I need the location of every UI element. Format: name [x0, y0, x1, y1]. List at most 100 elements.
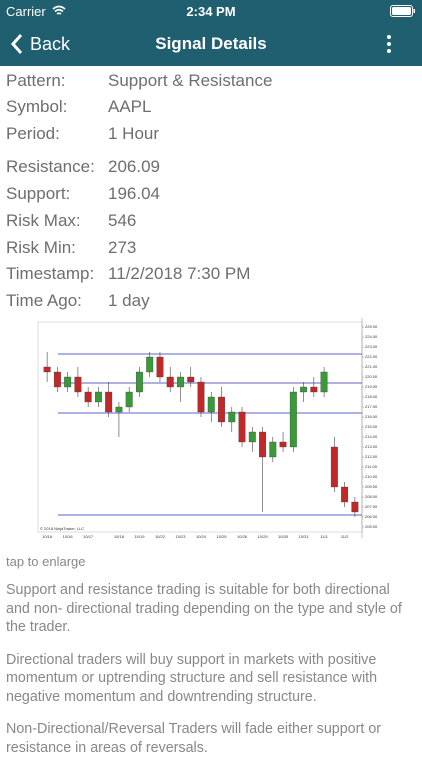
candle-body [248, 431, 256, 443]
candle-body [228, 411, 236, 423]
y-tick-label: 209.00 [365, 484, 378, 489]
wifi-icon [52, 5, 66, 15]
x-tick-label: 10/30 [278, 534, 289, 539]
candle-body [238, 411, 246, 443]
y-tick-label: 220.00 [365, 374, 378, 379]
candle-body [64, 376, 72, 388]
candle-body [53, 371, 61, 388]
carrier: Carrier [6, 4, 46, 19]
y-tick-label: 206.00 [365, 514, 378, 519]
x-tick-label: 10/31 [299, 534, 310, 539]
field-label: Timestamp: [6, 264, 95, 283]
y-tick-label: 219.00 [365, 384, 378, 389]
back-chevron [10, 34, 23, 54]
field-value: 1 Hour [108, 124, 160, 143]
candle-body [146, 356, 154, 373]
y-tick-label: 224.00 [365, 334, 378, 339]
x-tick-label: 11/2 [341, 534, 349, 539]
candle-body [156, 356, 164, 378]
field-label: Risk Max: [6, 211, 81, 230]
paragraph: Directional traders will buy support in … [6, 651, 378, 705]
x-tick-label: 10/25 [217, 534, 228, 539]
candle-body [197, 381, 205, 413]
description: Support and resistance trading is suitab… [6, 581, 416, 771]
x-tick-label: 10/16 [42, 534, 53, 539]
candle-body [269, 441, 277, 458]
x-tick-label: 10/16 [63, 534, 74, 539]
candle-body [259, 431, 266, 458]
candle-body [218, 396, 225, 423]
candle-body [207, 396, 215, 413]
chart[interactable]: 225.00 224.00 223.00 222.00 221.00 220.00 219.… [36, 318, 386, 552]
field-label: Time Ago: [6, 291, 82, 310]
candle-body [341, 486, 349, 503]
y-tick-label: 222.00 [365, 354, 378, 359]
y-tick-label: 223.00 [365, 344, 378, 349]
y-tick-label: 208.00 [365, 494, 378, 499]
back-label: Back [30, 34, 71, 54]
field-value: Support & Resistance [108, 71, 273, 90]
y-tick-label: 218.00 [365, 394, 378, 399]
nav-title: Signal Details [155, 34, 267, 53]
field-value: 196.04 [108, 184, 160, 203]
candle-body [300, 386, 308, 393]
field-label: Resistance: [6, 157, 95, 176]
candle-body [94, 391, 102, 403]
candle-body [115, 406, 123, 413]
clock: 2:34 PM [186, 4, 236, 19]
field-value: 546 [108, 211, 137, 230]
candle-body [105, 391, 113, 413]
copyright: © 2018 NinjaTrader, LLC [40, 526, 84, 531]
candle-body [136, 371, 143, 393]
field-label: Support: [6, 184, 71, 203]
field-value: 1 day [108, 291, 150, 310]
y-tick-label: 212.00 [365, 454, 378, 459]
candle-body [177, 376, 184, 388]
y-tick-label: 214.00 [365, 434, 378, 439]
y-tick-label: 205.00 [365, 524, 378, 529]
candle-body [279, 441, 287, 448]
field-value: 273 [108, 238, 137, 257]
field-value: AAPL [108, 97, 152, 116]
y-tick-label: 215.00 [365, 424, 378, 429]
field-label: Risk Min: [6, 238, 76, 257]
x-tick-label: 10/29 [258, 534, 269, 539]
paragraph: Non-Directional/Reversal Traders will fa… [6, 721, 382, 756]
y-tick-label: 210.00 [365, 474, 378, 479]
enlarge-hint[interactable]: tap to enlarge [6, 554, 86, 569]
x-tick-label: 10/17 [83, 534, 94, 539]
y-tick-label: 213.00 [365, 444, 378, 449]
x-tick-label: 10/18 [114, 534, 125, 539]
x-tick-label: 10/26 [237, 534, 248, 539]
y-tick-label: 211.00 [365, 464, 378, 469]
x-tick-label: 11/1 [320, 534, 328, 539]
field-label: Period: [6, 124, 60, 143]
field-value: 11/2/2018 7:30 PM [108, 264, 251, 283]
field-label: Symbol: [6, 97, 68, 116]
y-tick-label: 225.00 [365, 324, 378, 329]
candle-body [84, 391, 92, 403]
candle-body [43, 366, 51, 373]
candle-body [166, 376, 174, 388]
menu-button[interactable] [384, 34, 394, 54]
candle-body [330, 446, 338, 488]
field-label: Pattern: [6, 71, 66, 90]
candle-body [187, 376, 195, 383]
candle-body [320, 371, 328, 393]
y-tick-label: 221.00 [365, 364, 378, 369]
candle-body [125, 391, 133, 408]
y-tick-label: 216.00 [365, 414, 378, 419]
x-tick-label: 10/19 [134, 534, 145, 539]
paragraph: Support and resistance trading is suitab… [6, 582, 402, 635]
candle-body [289, 391, 297, 448]
y-tick-label: 217.00 [365, 404, 378, 409]
field-value: 206.09 [108, 157, 160, 176]
y-tick-label: 207.00 [365, 504, 378, 509]
candle-body [74, 376, 82, 393]
x-tick-label: 10/22 [155, 534, 166, 539]
plot-frame [37, 321, 363, 533]
candle-body [310, 386, 318, 393]
battery-icon [390, 5, 415, 17]
x-tick-label: 10/24 [196, 534, 207, 539]
